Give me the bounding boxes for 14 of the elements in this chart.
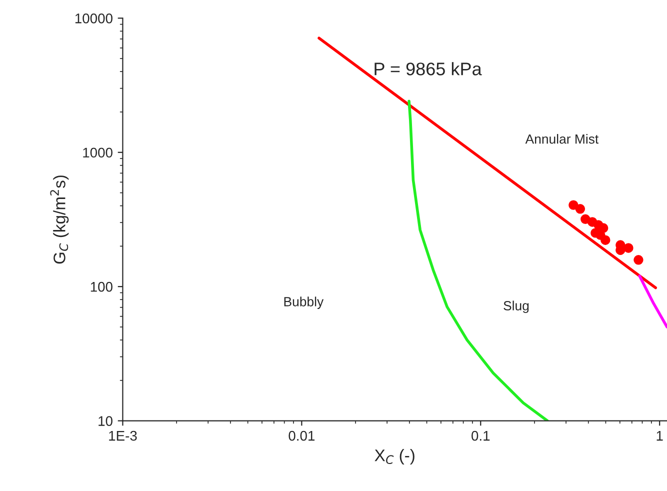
y-tick-label: 10 — [98, 416, 112, 426]
x-tick-label: 1 — [656, 431, 663, 441]
y-tick-label: 1000 — [83, 148, 112, 158]
y-axis-title: G$_{C}$ (kg/m$^{2}$s) — [50, 176, 69, 264]
y-tick-label: 100 — [90, 282, 112, 292]
annotation: P = 9865 kPa — [374, 62, 482, 76]
x-tick-label: 1E-3 — [109, 430, 137, 441]
x-tick-label: 0.1 — [472, 430, 490, 441]
annotation: Annular Mist — [525, 134, 599, 144]
x-tick-label: 0.01 — [288, 430, 315, 441]
annotation: Slug — [504, 300, 529, 313]
y-tick-label: 10000 — [75, 14, 112, 24]
annotation: Bubbly — [284, 296, 324, 309]
x-axis-title: X$_{C}$ (-) — [374, 449, 414, 465]
